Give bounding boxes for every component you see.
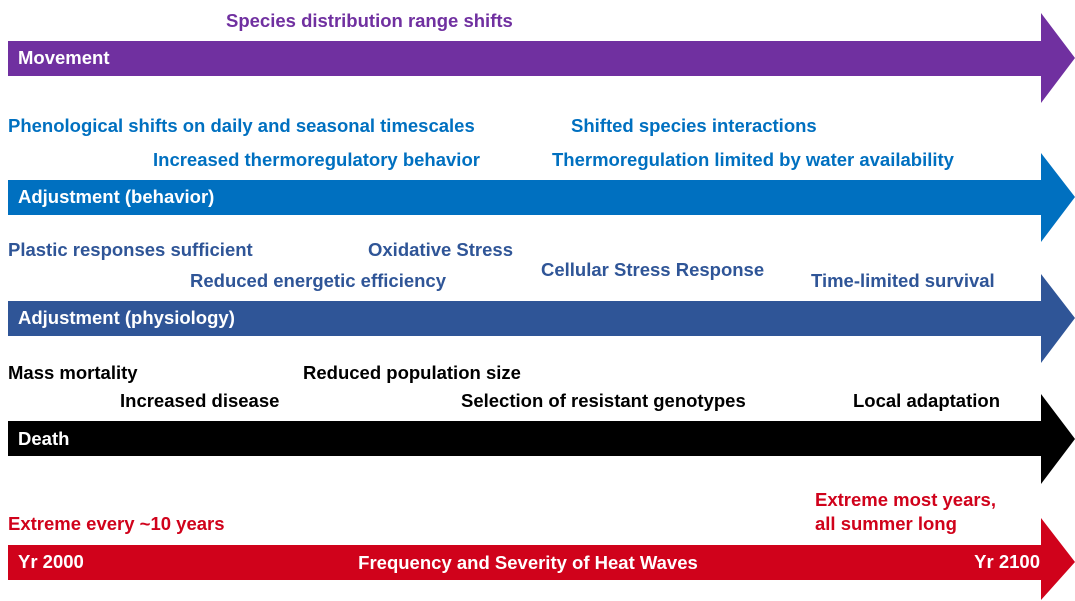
annotation: all summer long bbox=[815, 513, 957, 534]
annotation: Reduced population size bbox=[303, 362, 521, 383]
annotation: Cellular Stress Response bbox=[541, 259, 764, 280]
behavior-arrow bbox=[8, 153, 1075, 242]
death-arrow bbox=[8, 394, 1075, 484]
annotation: Increased thermoregulatory behavior bbox=[153, 149, 480, 170]
end-label: Yr 2100 bbox=[974, 551, 1040, 572]
heat-wave-arrow bbox=[8, 518, 1075, 600]
annotation: Phenological shifts on daily and seasona… bbox=[8, 115, 475, 136]
annotation: Oxidative Stress bbox=[368, 239, 513, 260]
annotation: Time-limited survival bbox=[811, 270, 995, 291]
annotation: Species distribution range shifts bbox=[226, 10, 513, 31]
annotation: Shifted species interactions bbox=[571, 115, 817, 136]
annotation: Plastic responses sufficient bbox=[8, 239, 253, 260]
start-label: Yr 2000 bbox=[18, 551, 84, 572]
annotation: Mass mortality bbox=[8, 362, 138, 383]
arrow-label: Adjustment (behavior) bbox=[18, 186, 214, 207]
movement-arrow bbox=[8, 13, 1075, 103]
annotation: Thermoregulation limited by water availa… bbox=[552, 149, 955, 170]
annotation: Reduced energetic efficiency bbox=[190, 270, 447, 291]
arrow-label: Movement bbox=[18, 47, 110, 68]
annotation: Increased disease bbox=[120, 390, 279, 411]
annotation: Extreme most years, bbox=[815, 489, 996, 510]
arrow-label: Death bbox=[18, 428, 69, 449]
annotation: Extreme every ~10 years bbox=[8, 513, 225, 534]
arrow-label: Frequency and Severity of Heat Waves bbox=[358, 552, 698, 573]
annotation: Local adaptation bbox=[853, 390, 1000, 411]
physiology-arrow bbox=[8, 274, 1075, 363]
arrow-label: Adjustment (physiology) bbox=[18, 307, 235, 328]
annotation: Selection of resistant genotypes bbox=[461, 390, 746, 411]
